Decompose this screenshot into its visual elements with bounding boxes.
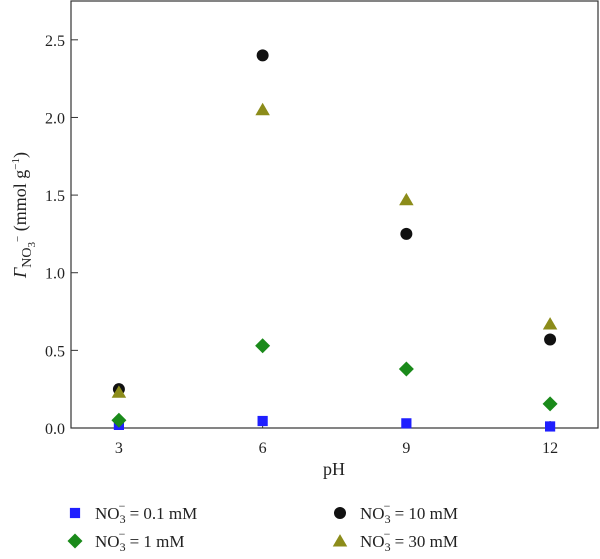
legend-triangle-marker [332,534,348,547]
plot-frame [70,0,599,429]
diamond-point [255,338,271,354]
y-tick-label: 0.0 [45,421,65,438]
legend-diamond-marker [67,533,83,549]
legend-value: = 0.1 mM [125,504,197,523]
y-tick-label: 2.0 [45,110,65,127]
legend-square-marker [69,507,81,519]
square-point [401,418,412,429]
y-tick-label: 0.5 [45,343,65,360]
y-axis-symbol: Γ [10,267,30,279]
y-tick-label: 1.5 [45,188,65,205]
legend-species: NO [360,504,385,523]
y-axis-title: ΓNO3− (mmol g−1) [10,152,38,279]
y-axis-unit: (mmol g [10,170,31,236]
circle-point [400,227,413,240]
legend-label: NO3− = 0.1 mM [95,499,197,526]
legend-species: NO [360,532,385,551]
triangle-point [399,192,414,206]
legend-label: NO3− = 10 mM [360,499,458,526]
axis-ticks: 3 6 9 12 0.0 0.5 1.0 1.5 2.0 2.5 [45,33,558,457]
legend-species-sup: − [119,527,126,541]
triangle-point [255,102,270,116]
data-marks [111,49,558,432]
legend-species-sub: 3 [385,540,391,554]
y-tick-label: 2.5 [45,33,65,50]
legend-species-sup: − [384,527,391,541]
legend-circle-marker [334,507,346,519]
diamond-point [542,396,558,412]
diamond-point [111,412,127,428]
legend-label: NO3− = 1 mM [95,527,185,554]
square-point [257,415,268,427]
legend-species-sup: − [119,499,126,513]
y-tick-label: 1.0 [45,266,65,283]
x-tick-label: 9 [402,440,410,457]
y-axis-unit-close: ) [10,152,31,158]
legend-value: = 10 mM [390,504,458,523]
triangle-point [542,317,558,330]
legend-label: NO3− = 30 mM [360,527,458,554]
legend-species-sup: − [384,499,391,513]
triangle-point [111,385,127,398]
x-axis-title: pH [323,459,345,479]
y-axis-species-sub: 3 [26,241,38,247]
y-axis-species-sup: − [12,236,24,242]
circle-point [256,49,269,62]
square-point [544,421,556,432]
x-tick-label: 12 [542,440,558,457]
x-tick-label: 6 [259,440,267,457]
diamond-point [398,361,414,377]
circle-point [544,333,557,346]
y-axis-unit-sup: −1 [10,158,22,170]
legend-species-sub: 3 [120,512,126,526]
y-axis-species: NO [20,247,35,267]
x-tick-label: 3 [115,440,123,457]
legend-species: NO [95,532,120,551]
legend-species-sub: 3 [385,512,391,526]
legend-species-sub: 3 [120,540,126,554]
legend-species: NO [95,504,120,523]
legend-value: = 1 mM [125,532,184,551]
legend-value: = 30 mM [390,532,458,551]
